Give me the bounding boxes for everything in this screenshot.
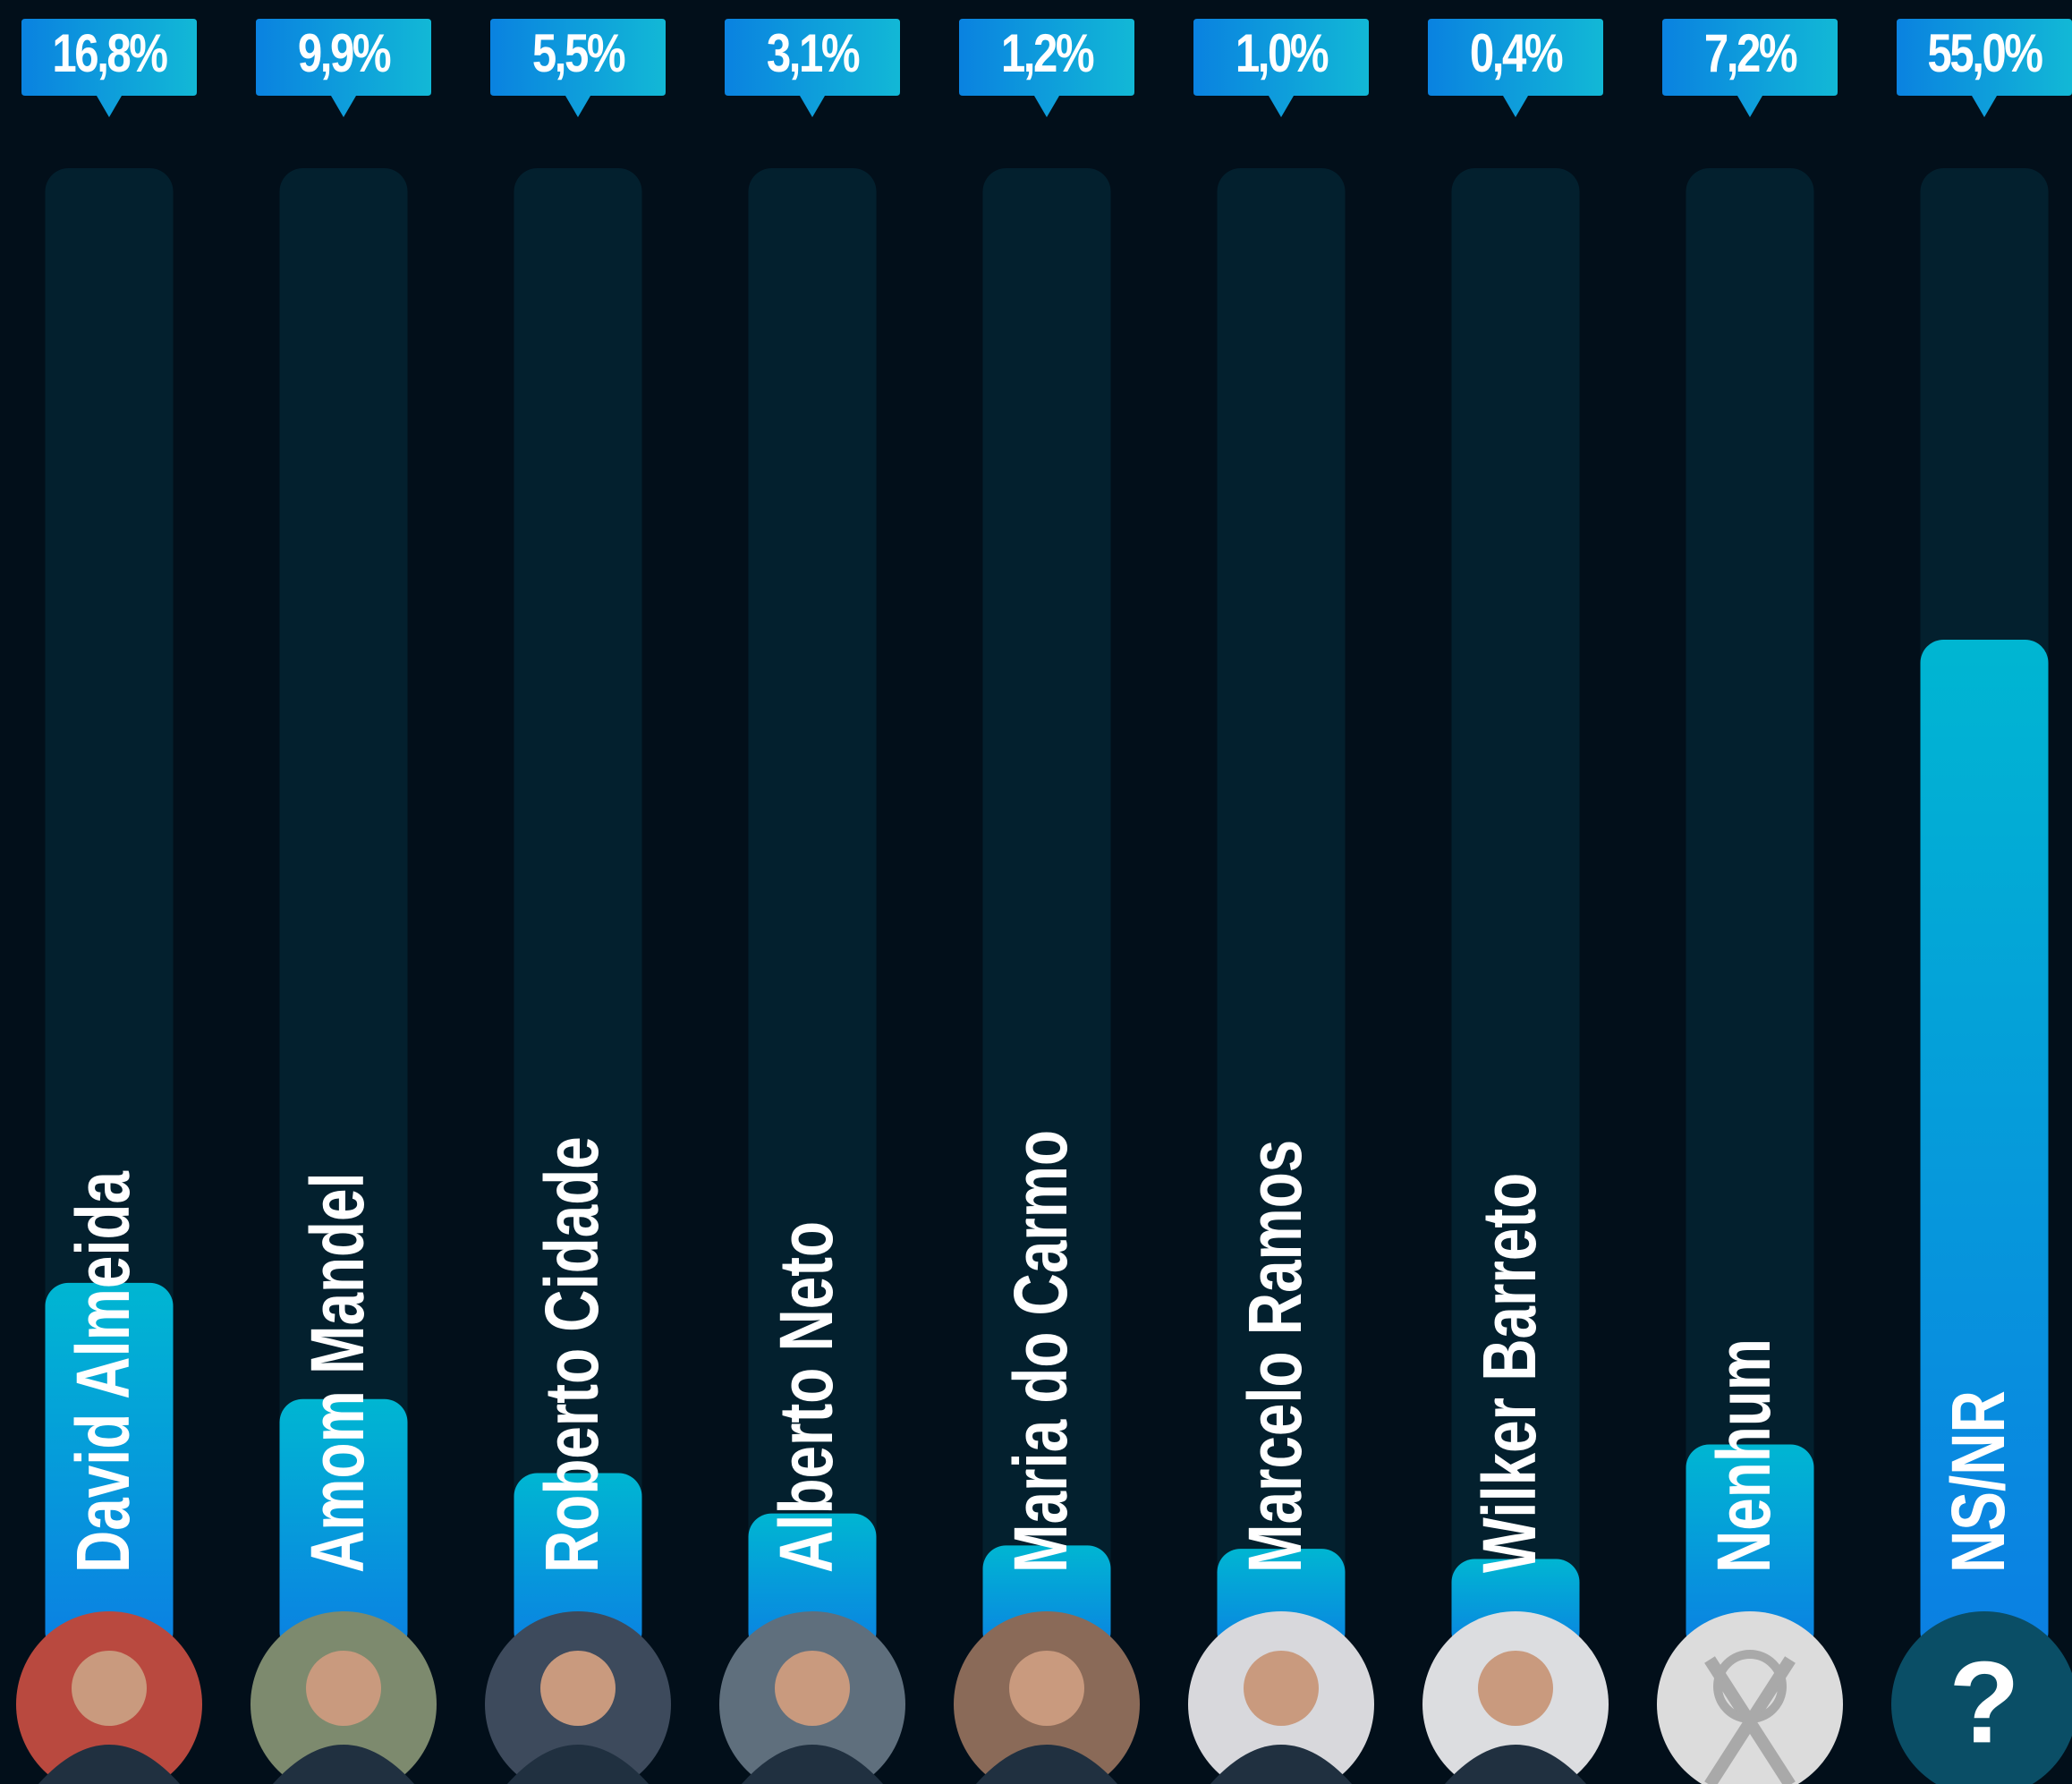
category-label: Wilker Barreto bbox=[1467, 1173, 1551, 1573]
category-label: Roberto Cidade bbox=[530, 1136, 614, 1573]
value-tag: 9,9% bbox=[256, 19, 431, 117]
value-tag: 5,5% bbox=[490, 19, 666, 117]
value-label: 0,4% bbox=[1470, 22, 1563, 83]
photo-body bbox=[1444, 1745, 1587, 1784]
category-label: Amom Mandel bbox=[295, 1172, 379, 1573]
value-label: 7,2% bbox=[1704, 22, 1797, 83]
value-tag: 0,4% bbox=[1428, 19, 1603, 117]
photo-head bbox=[775, 1651, 850, 1726]
none-icon-bg bbox=[1657, 1611, 1843, 1784]
category-label: David Almeida bbox=[61, 1170, 145, 1573]
value-label: 5,5% bbox=[532, 22, 625, 83]
bar-track bbox=[748, 168, 877, 1655]
bar-track bbox=[514, 168, 642, 1655]
unknown-icon: ? bbox=[1949, 1636, 2019, 1767]
value-tag: 55,0% bbox=[1897, 19, 2072, 117]
none-icon-head bbox=[1713, 1650, 1787, 1723]
bar-track bbox=[1686, 168, 1814, 1655]
value-label: 55,0% bbox=[1927, 22, 2042, 83]
bar-track bbox=[1451, 168, 1580, 1655]
value-label: 9,9% bbox=[298, 22, 391, 83]
photo-body bbox=[38, 1745, 181, 1784]
value-tag: 16,8% bbox=[21, 19, 197, 117]
photo-head bbox=[1009, 1651, 1084, 1726]
value-tag: 3,1% bbox=[725, 19, 900, 117]
photo-body bbox=[975, 1745, 1118, 1784]
value-tag-shape bbox=[1897, 19, 2072, 117]
plot: 16,8% David Almeida 9,9% Amom Mandel 5,5% Rob… bbox=[16, 19, 2072, 1784]
bar bbox=[279, 1398, 408, 1655]
category-label: Maria do Carmo bbox=[998, 1130, 1083, 1573]
photo-body bbox=[272, 1745, 415, 1784]
photo-body bbox=[741, 1745, 884, 1784]
value-label: 16,8% bbox=[52, 22, 167, 83]
category-label: Nenhum bbox=[1702, 1338, 1786, 1573]
value-tag: 7,2% bbox=[1662, 19, 1838, 117]
value-tag-shape bbox=[725, 19, 900, 117]
value-tag: 1,0% bbox=[1193, 19, 1369, 117]
value-tag-shape bbox=[1428, 19, 1603, 117]
bar bbox=[514, 1473, 642, 1655]
photo-head bbox=[72, 1651, 147, 1726]
photo-body bbox=[1210, 1745, 1353, 1784]
bar-track bbox=[982, 168, 1111, 1655]
category-label: Alberto Neto bbox=[764, 1221, 848, 1573]
photo-head bbox=[1478, 1651, 1553, 1726]
category-label: NS/NR bbox=[1936, 1390, 2020, 1573]
value-label: 1,0% bbox=[1236, 22, 1329, 83]
value-tag-shape bbox=[1662, 19, 1838, 117]
value-tag-shape bbox=[959, 19, 1134, 117]
photo-head bbox=[306, 1651, 381, 1726]
value-tag-shape bbox=[490, 19, 666, 117]
bar bbox=[1920, 639, 2049, 1656]
bar bbox=[45, 1282, 174, 1655]
value-label: 1,2% bbox=[1001, 22, 1094, 83]
bar-track bbox=[279, 168, 408, 1655]
value-tag-shape bbox=[1193, 19, 1369, 117]
category-label: Marcelo Ramos bbox=[1233, 1140, 1317, 1573]
unknown-icon-bg bbox=[1891, 1611, 2072, 1784]
bar-track bbox=[1217, 168, 1346, 1655]
bar bbox=[1686, 1444, 1814, 1655]
photo-body bbox=[506, 1745, 650, 1784]
value-tag: 1,2% bbox=[959, 19, 1134, 117]
value-tag-shape bbox=[21, 19, 197, 117]
value-tag-shape bbox=[256, 19, 431, 117]
photo-head bbox=[540, 1651, 616, 1726]
value-label: 3,1% bbox=[767, 22, 860, 83]
photo-head bbox=[1244, 1651, 1319, 1726]
